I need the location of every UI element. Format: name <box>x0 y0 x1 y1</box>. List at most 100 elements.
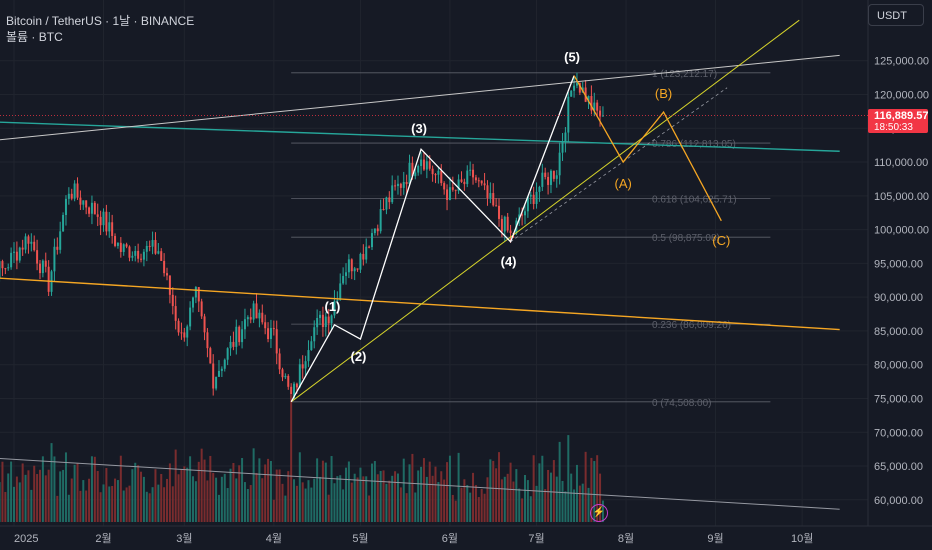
volume-bar <box>356 477 359 522</box>
candle-body <box>142 251 145 260</box>
candle-body <box>108 222 111 232</box>
volume-bar <box>145 491 148 522</box>
volume-bar <box>252 448 255 522</box>
candle-body <box>382 209 385 211</box>
volume-bar <box>414 492 417 522</box>
volume-bar <box>278 469 281 522</box>
volume-bar <box>59 471 62 522</box>
candle-body <box>76 183 79 198</box>
volume-bar <box>128 485 131 522</box>
volume-bar <box>137 465 140 522</box>
volume-bar <box>549 472 552 522</box>
volume-bar <box>316 458 319 522</box>
candle-body <box>492 193 495 206</box>
volume-bar <box>272 499 275 522</box>
projection-label: (A) <box>614 176 631 191</box>
x-tick-label: 2025 <box>14 533 38 545</box>
candle-body <box>373 228 376 234</box>
volume-bar <box>500 479 503 522</box>
candle-body <box>238 326 241 343</box>
candle-body <box>13 251 15 253</box>
lightning-icon[interactable]: ⚡ <box>590 504 608 522</box>
volume-bar <box>454 500 457 522</box>
currency-button[interactable]: USDT <box>868 4 924 26</box>
volume-bar <box>10 461 13 522</box>
candle-body <box>313 327 316 342</box>
candle-body <box>526 196 529 212</box>
candle-body <box>114 236 117 246</box>
volume-bar <box>4 491 7 522</box>
volume-bar <box>258 458 261 522</box>
candle-body <box>558 152 561 176</box>
volume-bar <box>590 457 593 522</box>
candle-body <box>529 194 532 197</box>
candle-body <box>457 179 460 191</box>
candle-body <box>267 328 270 340</box>
candle-body <box>388 197 391 203</box>
volume-bar <box>284 495 287 522</box>
volume-bar <box>365 476 368 522</box>
candle-body <box>402 181 405 188</box>
candle-body <box>47 266 50 292</box>
volume-bar <box>67 494 70 522</box>
volume-bar <box>396 473 399 522</box>
volume-bar <box>209 455 212 522</box>
candle-body <box>134 250 137 256</box>
candle-body <box>420 159 423 167</box>
candle-body <box>535 191 538 205</box>
y-tick-label: 65,000.00 <box>874 461 923 473</box>
volume-bar <box>474 485 477 522</box>
volume-bar <box>163 487 166 522</box>
candle-body <box>567 96 570 133</box>
volume-bar <box>261 478 264 522</box>
candle-body <box>99 216 102 226</box>
volume-bar <box>215 477 218 522</box>
volume-bar <box>290 394 293 522</box>
candle-body <box>304 361 307 369</box>
candle-body <box>356 268 359 270</box>
volume-bar <box>307 480 310 522</box>
candle-body <box>79 197 82 205</box>
elliott-wave-path <box>290 75 575 403</box>
y-tick-label: 80,000.00 <box>874 360 923 372</box>
projection-label: (B) <box>655 86 672 101</box>
volume-bar <box>495 468 498 522</box>
candle-body <box>316 317 319 328</box>
volume-bar <box>319 476 322 522</box>
candle-body <box>157 251 160 254</box>
volume-bar <box>350 482 353 522</box>
candle-body <box>36 250 39 264</box>
volume-bar <box>295 485 298 522</box>
x-tick-label: 5월 <box>352 532 368 545</box>
candle-body <box>350 259 353 272</box>
candle-body <box>345 272 348 276</box>
candle-body <box>319 314 322 318</box>
volume-bar <box>203 459 206 522</box>
candle-body <box>549 170 552 185</box>
last-price-value: 116,889.57 <box>874 110 929 122</box>
candle-body <box>235 326 238 347</box>
volume-bar <box>578 485 581 522</box>
volume-bar <box>399 487 402 522</box>
y-tick-label: 110,000.00 <box>874 157 928 169</box>
candle-body <box>33 241 36 251</box>
volume-bar <box>241 458 244 522</box>
candle-body <box>269 327 272 340</box>
volume-bar <box>555 476 558 522</box>
volume-bar <box>353 473 356 522</box>
candle-body <box>570 90 573 97</box>
candle-body <box>131 255 134 258</box>
candle-body <box>422 159 425 170</box>
volume-bar <box>41 456 44 522</box>
y-tick-label: 90,000.00 <box>874 292 923 304</box>
volume-bar <box>212 472 215 522</box>
candle-body <box>460 179 463 182</box>
volume-bar <box>512 481 515 522</box>
x-tick-label: 6월 <box>442 532 458 545</box>
volume-bar <box>391 475 394 522</box>
volume-bar <box>431 475 434 522</box>
candle-body <box>472 169 475 178</box>
volume-bar <box>293 479 296 522</box>
candle-body <box>521 214 524 216</box>
